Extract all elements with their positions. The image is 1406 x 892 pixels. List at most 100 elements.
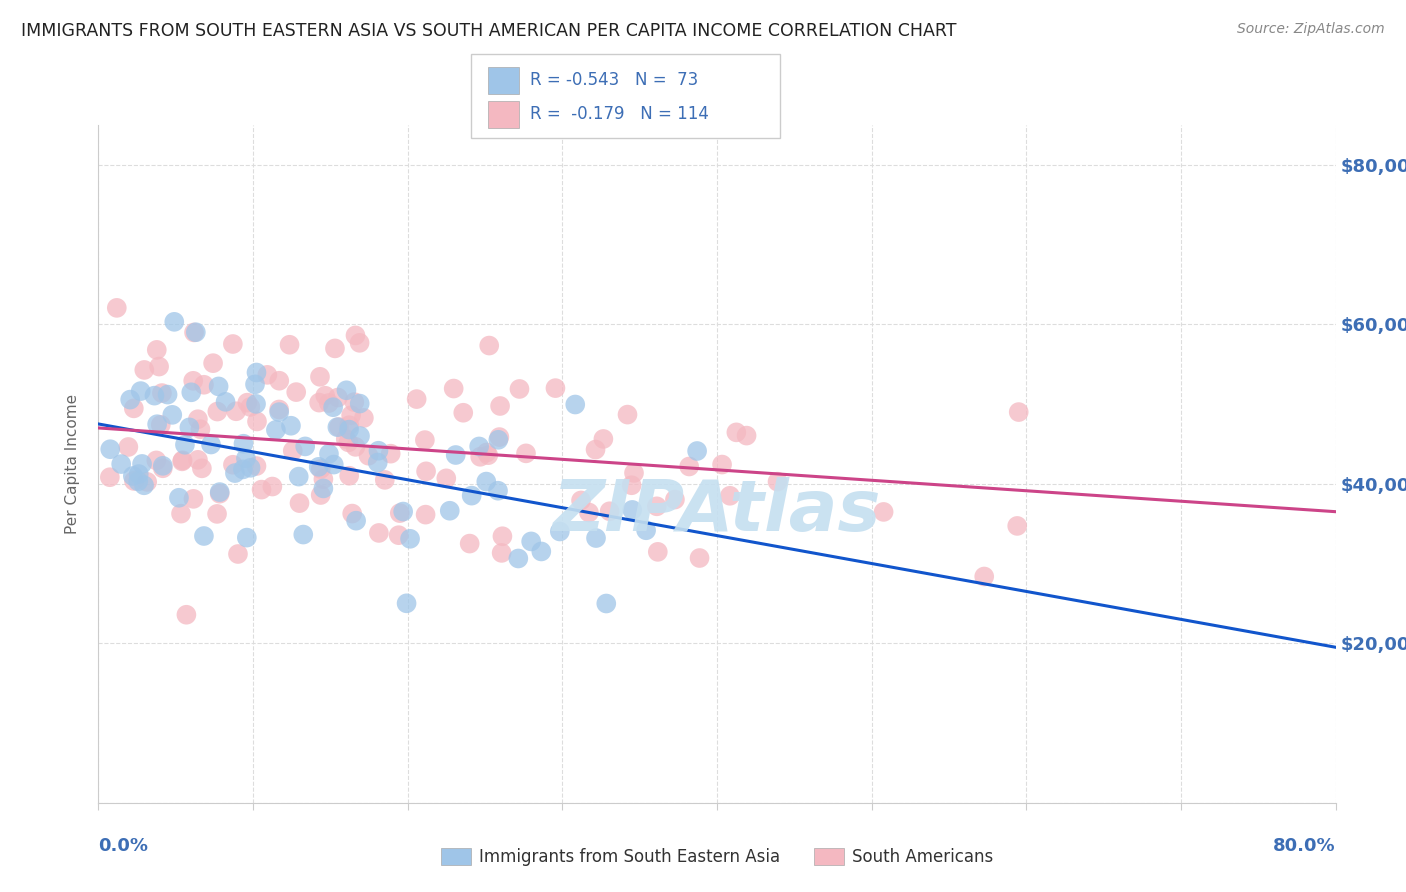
Point — [170, 507, 193, 521]
Point — [489, 399, 512, 413]
Point — [232, 462, 254, 476]
Point — [711, 458, 734, 472]
Point — [281, 443, 304, 458]
Point — [264, 423, 287, 437]
Point — [460, 489, 482, 503]
Point — [344, 440, 367, 454]
Point — [636, 523, 658, 537]
Point — [520, 534, 543, 549]
Point — [766, 475, 789, 489]
Point — [326, 420, 349, 434]
Point — [207, 404, 229, 418]
Point — [434, 471, 457, 485]
Point — [174, 438, 197, 452]
Point — [623, 466, 645, 480]
Point — [269, 402, 291, 417]
Point — [200, 437, 222, 451]
Point — [131, 457, 153, 471]
Point — [443, 382, 465, 396]
Point — [530, 544, 553, 558]
Point — [486, 483, 509, 498]
Point — [399, 532, 422, 546]
Point — [167, 491, 190, 505]
Point — [337, 418, 360, 433]
Text: R =  -0.179   N = 114: R = -0.179 N = 114 — [530, 105, 709, 123]
Point — [458, 536, 481, 550]
Point — [374, 473, 396, 487]
Point — [132, 478, 155, 492]
Point — [312, 482, 335, 496]
Point — [184, 325, 207, 339]
Point — [163, 315, 186, 329]
Y-axis label: Per Capita Income: Per Capita Income — [65, 393, 80, 534]
Point — [335, 432, 357, 446]
Point — [367, 443, 389, 458]
Point — [143, 389, 166, 403]
Point — [146, 343, 169, 357]
Point — [444, 448, 467, 462]
Point — [491, 529, 513, 543]
Point — [288, 496, 311, 510]
Point — [569, 493, 592, 508]
Point — [292, 527, 315, 541]
Point — [340, 507, 363, 521]
Point — [129, 384, 152, 398]
Point — [318, 396, 340, 410]
Point — [415, 464, 437, 478]
Point — [616, 408, 638, 422]
Point — [564, 397, 586, 411]
Point — [152, 458, 174, 473]
Point — [214, 394, 236, 409]
Point — [202, 356, 225, 370]
Point — [686, 444, 709, 458]
Point — [162, 408, 184, 422]
Point — [245, 397, 267, 411]
Text: 0.0%: 0.0% — [98, 837, 149, 855]
Point — [308, 395, 330, 409]
Point — [152, 461, 174, 475]
Point — [718, 489, 741, 503]
Point — [127, 475, 149, 489]
Point — [337, 423, 360, 437]
Point — [326, 391, 349, 405]
Point — [392, 504, 415, 518]
Point — [475, 475, 498, 489]
Point — [246, 414, 269, 428]
Point — [226, 547, 249, 561]
Point — [515, 446, 537, 460]
Point — [208, 485, 231, 500]
Point — [236, 395, 259, 409]
Legend: Immigrants from South Eastern Asia, South Americans: Immigrants from South Eastern Asia, Sout… — [434, 841, 1000, 872]
Point — [187, 452, 209, 467]
Point — [872, 505, 894, 519]
Point — [337, 435, 360, 450]
Point — [592, 432, 614, 446]
Point — [120, 392, 142, 407]
Point — [190, 422, 212, 436]
Point — [122, 474, 145, 488]
Point — [187, 412, 209, 426]
Point — [134, 363, 156, 377]
Point — [349, 429, 371, 443]
Point — [470, 450, 492, 464]
Point — [395, 596, 418, 610]
Point — [388, 506, 411, 520]
Point — [488, 430, 510, 444]
Text: 80.0%: 80.0% — [1272, 837, 1336, 855]
Point — [477, 448, 499, 462]
Point — [585, 442, 607, 457]
Point — [322, 458, 344, 472]
Point — [973, 569, 995, 583]
Point — [105, 301, 128, 315]
Point — [578, 506, 600, 520]
Text: ZIPAtlas: ZIPAtlas — [553, 477, 882, 546]
Point — [224, 466, 246, 480]
Point — [110, 457, 132, 471]
Point — [148, 359, 170, 374]
Point — [357, 449, 380, 463]
Point — [309, 462, 332, 476]
Point — [595, 597, 617, 611]
Point — [245, 458, 267, 473]
Point — [451, 406, 474, 420]
Point — [225, 404, 247, 418]
